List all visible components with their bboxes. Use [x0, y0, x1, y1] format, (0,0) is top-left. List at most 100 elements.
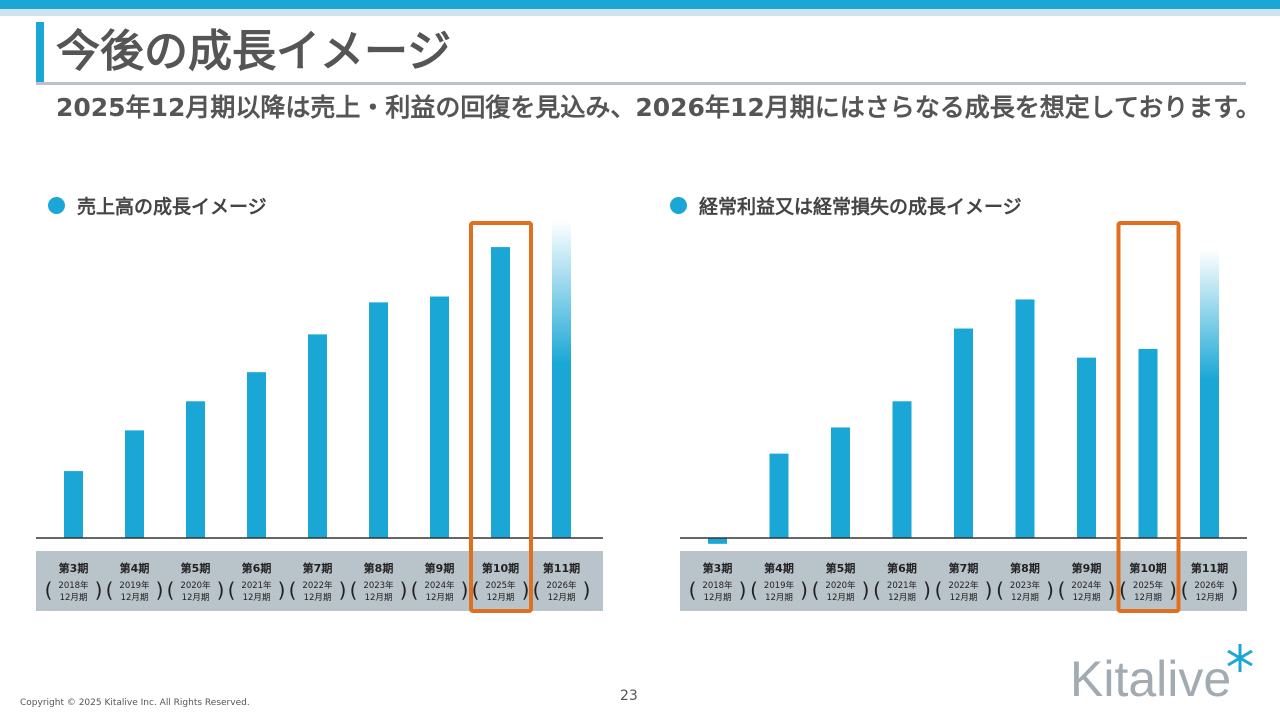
bar	[1077, 357, 1096, 538]
year-label: 2021年	[241, 580, 272, 591]
paren-right: )	[1231, 578, 1239, 602]
page-subtitle: 2025年12月期以降は売上・利益の回復を見込み、2026年12月期にはさらなる…	[56, 93, 1261, 122]
period-label: 12月期	[426, 593, 454, 603]
category-label-band	[36, 551, 603, 611]
paren-right: )	[923, 578, 931, 602]
bar	[1138, 348, 1158, 538]
category-label: 第7期	[303, 561, 333, 575]
period-label: 12月期	[1134, 593, 1162, 603]
period-label: 12月期	[304, 593, 332, 603]
year-label: 2025年	[1133, 580, 1164, 591]
chart-title-revenue: 売上高の成長イメージ	[48, 192, 267, 219]
bar	[491, 247, 510, 538]
chart-title-revenue-text: 売上高の成長イメージ	[77, 196, 267, 218]
bar	[125, 430, 144, 538]
paren-right: )	[217, 578, 225, 602]
category-label: 第3期	[703, 561, 733, 575]
year-label: 2020年	[825, 580, 856, 591]
paren-left: (	[289, 578, 297, 602]
bar	[954, 328, 973, 538]
paren-left: (	[1181, 578, 1189, 602]
category-label: 第4期	[120, 561, 150, 575]
copyright-text: Copyright © 2025 Kitalive Inc. All Right…	[20, 698, 250, 708]
category-label: 第5期	[826, 561, 856, 575]
period-label: 12月期	[1011, 593, 1039, 603]
paren-left: (	[45, 578, 53, 602]
paren-right: )	[800, 578, 808, 602]
paren-left: (	[106, 578, 114, 602]
year-label: 2022年	[302, 580, 333, 591]
period-label: 12月期	[888, 593, 916, 603]
kitalive-logo: Kitalive	[1070, 644, 1253, 707]
paren-left: (	[935, 578, 943, 602]
year-label: 2026年	[546, 580, 577, 591]
year-label: 2023年	[1010, 580, 1041, 591]
paren-right: )	[1108, 578, 1116, 602]
category-label: 第3期	[59, 561, 89, 575]
highlight-frame	[1116, 221, 1181, 613]
period-label: 12月期	[1196, 593, 1224, 603]
bar	[430, 296, 449, 538]
projection-bar	[552, 220, 571, 538]
logo-text: Kitalive	[1070, 651, 1231, 707]
title-divider	[36, 82, 1246, 85]
period-label: 12月期	[243, 593, 271, 603]
category-label: 第6期	[887, 561, 917, 575]
title-accent-mark	[36, 22, 44, 82]
projection-bar	[1200, 250, 1219, 538]
paren-left: (	[167, 578, 175, 602]
paren-left: (	[812, 578, 820, 602]
paren-left: (	[533, 578, 541, 602]
year-label: 2018年	[58, 580, 89, 591]
top-accent-bar-light	[0, 9, 1280, 16]
bar	[308, 334, 327, 538]
year-label: 2024年	[424, 580, 455, 591]
bullet-dot-icon	[48, 197, 65, 214]
period-label: 12月期	[121, 593, 149, 603]
year-label: 2021年	[887, 580, 918, 591]
chart-title-profit: 経常利益又は経常損失の成長イメージ	[670, 192, 1022, 219]
period-label: 12月期	[487, 593, 515, 603]
paren-left: (	[873, 578, 881, 602]
bar	[247, 372, 266, 538]
bar	[831, 427, 850, 538]
paren-left: (	[1119, 578, 1127, 602]
bar	[1015, 299, 1035, 538]
category-label: 第9期	[425, 561, 455, 575]
period-label: 12月期	[950, 593, 978, 603]
paren-left: (	[750, 578, 758, 602]
period-label: 12月期	[182, 593, 210, 603]
year-label: 2019年	[764, 580, 795, 591]
paren-right: )	[339, 578, 347, 602]
category-label: 第7期	[949, 561, 979, 575]
paren-right: )	[985, 578, 993, 602]
year-label: 2025年	[485, 580, 516, 591]
paren-left: (	[228, 578, 236, 602]
paren-right: )	[1169, 578, 1177, 602]
paren-left: (	[350, 578, 358, 602]
paren-right: )	[739, 578, 747, 602]
category-label: 第8期	[364, 561, 394, 575]
category-label: 第11期	[1191, 561, 1228, 575]
category-label: 第11期	[543, 561, 580, 575]
category-label: 第10期	[482, 561, 519, 575]
paren-left: (	[996, 578, 1004, 602]
category-label: 第4期	[764, 561, 794, 575]
year-label: 2018年	[702, 580, 733, 591]
period-label: 12月期	[704, 593, 732, 603]
period-label: 12月期	[365, 593, 393, 603]
category-label: 第6期	[242, 561, 272, 575]
highlight-frame	[469, 221, 533, 613]
bar	[708, 538, 727, 544]
bar	[186, 401, 205, 538]
category-label: 第9期	[1072, 561, 1102, 575]
paren-right: )	[400, 578, 408, 602]
top-accent-bar	[0, 0, 1280, 9]
period-label: 12月期	[60, 593, 88, 603]
page-title: 今後の成長イメージ	[56, 26, 452, 77]
bar	[369, 302, 388, 538]
paren-left: (	[689, 578, 697, 602]
paren-right: )	[1046, 578, 1054, 602]
